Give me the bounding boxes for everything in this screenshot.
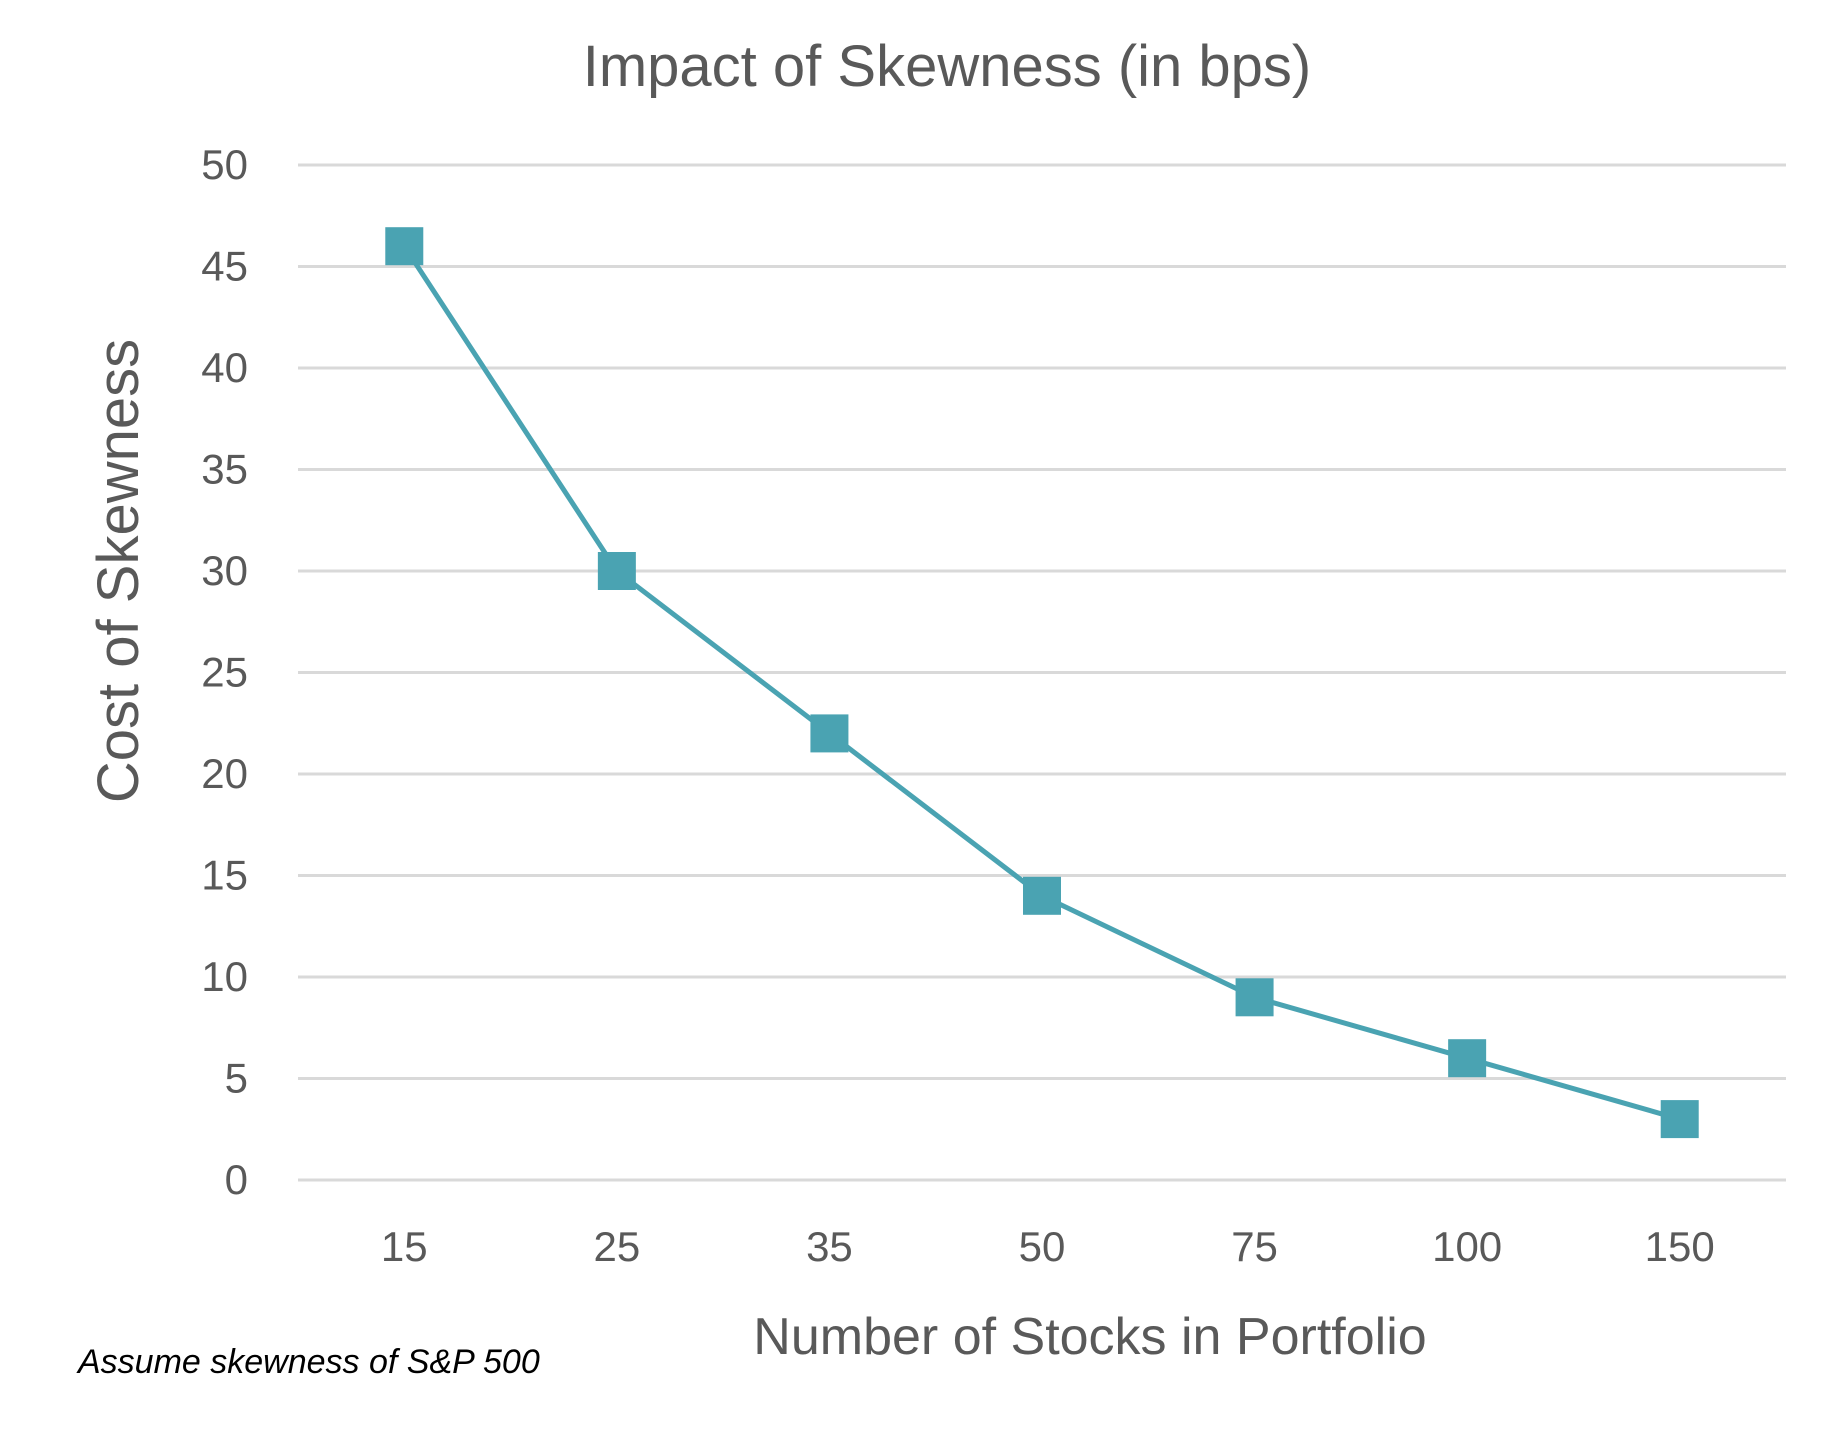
y-tick-label: 45 [201, 243, 248, 290]
x-tick-label: 50 [1019, 1223, 1066, 1270]
gridlines [298, 163, 1786, 1182]
data-point-marker [1660, 1100, 1699, 1139]
x-tick-label: 75 [1231, 1223, 1278, 1270]
x-tick-label: 100 [1432, 1223, 1502, 1270]
data-point-marker [1448, 1039, 1487, 1078]
x-axis-tick-labels: 15 25 35 50 75 100 150 [381, 1223, 1715, 1270]
y-tick-label: 35 [201, 446, 248, 493]
y-tick-label: 20 [201, 750, 248, 797]
data-point-marker [1235, 978, 1274, 1017]
y-tick-label: 5 [225, 1055, 248, 1102]
data-point-marker [597, 552, 636, 590]
series-line [402, 244, 1681, 1122]
y-tick-label: 15 [201, 852, 248, 899]
y-tick-label: 50 [201, 141, 248, 188]
footnote: Assume skewness of S&P 500 [78, 1343, 540, 1381]
y-axis-label: Cost of Skewness [86, 339, 151, 803]
x-tick-label: 35 [806, 1223, 853, 1270]
y-axis-tick-labels: 0 5 10 15 20 25 30 35 40 45 50 [201, 141, 248, 1203]
x-axis-label: Number of Stocks in Portfolio [753, 1308, 1426, 1366]
data-point-marker [385, 227, 424, 266]
data-point-marker [1023, 876, 1061, 915]
y-tick-label: 0 [225, 1156, 248, 1203]
chart-title: Impact of Skewness (in bps) [583, 34, 1312, 99]
y-tick-label: 25 [201, 649, 248, 696]
x-tick-label: 25 [593, 1223, 640, 1270]
x-tick-label: 15 [381, 1223, 428, 1270]
series-layer [385, 227, 1699, 1139]
y-tick-label: 30 [201, 547, 248, 594]
x-tick-label: 150 [1645, 1223, 1715, 1270]
data-point-marker [810, 714, 849, 753]
y-tick-label: 10 [201, 953, 248, 1000]
y-tick-label: 40 [201, 344, 248, 391]
